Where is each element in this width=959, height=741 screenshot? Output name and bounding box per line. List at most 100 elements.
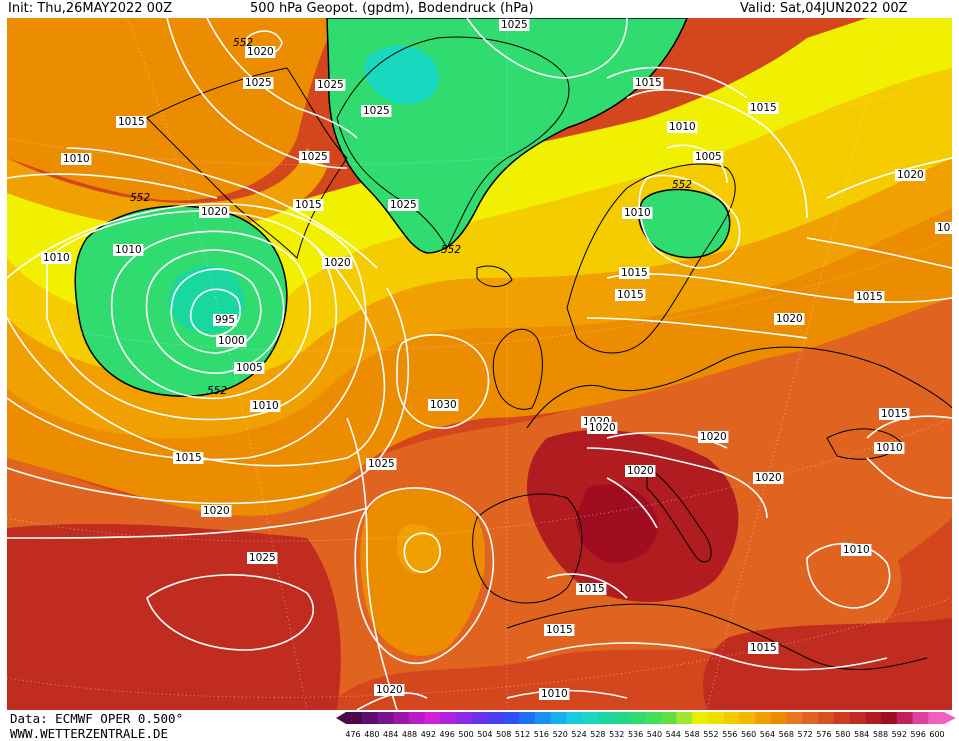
geopot-band-southeast bbox=[703, 618, 952, 710]
scale-tick-label: 568 bbox=[779, 730, 794, 739]
scale-tick-label: 484 bbox=[383, 730, 398, 739]
scale-min-arrow bbox=[336, 712, 346, 724]
isobar-label: 1000 bbox=[216, 335, 247, 347]
isobar-label: 1010 bbox=[539, 688, 570, 700]
scale-swatch bbox=[802, 712, 819, 724]
scale-swatch bbox=[487, 712, 504, 724]
isobar-label: 552 bbox=[207, 385, 227, 397]
scale-swatch bbox=[645, 712, 662, 724]
coast-greenland bbox=[336, 36, 570, 250]
scale-tick-label: 552 bbox=[703, 730, 718, 739]
svg-text:1015: 1015 bbox=[881, 408, 908, 420]
scale-tick-label: 512 bbox=[515, 730, 530, 739]
isobar-label: 552 bbox=[130, 192, 150, 204]
scale-swatch bbox=[361, 712, 378, 724]
svg-text:1000: 1000 bbox=[218, 335, 245, 347]
isobar-label: 101 bbox=[935, 222, 952, 234]
isobar-label: 1015 bbox=[854, 291, 885, 303]
isobar-label: 552 bbox=[672, 179, 692, 191]
scale-tick-label: 588 bbox=[873, 730, 888, 739]
chart-title: 500 hPa Geopot. (gpdm), Bodendruck (hPa) bbox=[250, 1, 534, 16]
isobar-label: 1015 bbox=[748, 642, 779, 654]
svg-text:1010: 1010 bbox=[624, 207, 651, 219]
scale-tick-label: 524 bbox=[571, 730, 586, 739]
init-time: Init: Thu,26MAY2022 00Z bbox=[8, 1, 173, 16]
isobar-label: 1020 bbox=[374, 684, 405, 696]
isobar-label: 1015 bbox=[173, 452, 204, 464]
svg-text:1025: 1025 bbox=[501, 19, 528, 31]
weather-map: 1025 552 1020 1025 1025 1015 1010 552 1020 1015 10… bbox=[7, 18, 952, 710]
scale-swatch bbox=[660, 712, 677, 724]
scale-tick-label: 580 bbox=[835, 730, 850, 739]
scale-tick-label: 556 bbox=[722, 730, 737, 739]
scale-swatch bbox=[881, 712, 898, 724]
svg-text:1015: 1015 bbox=[750, 102, 777, 114]
isobar-label: 1010 bbox=[874, 442, 905, 454]
isobar-label: 1025 bbox=[315, 79, 346, 91]
scale-swatch bbox=[582, 712, 599, 724]
svg-text:1010: 1010 bbox=[541, 688, 568, 700]
isobar-label: 1015 bbox=[293, 199, 324, 211]
scale-tick-label: 548 bbox=[684, 730, 699, 739]
svg-text:1020: 1020 bbox=[755, 472, 782, 484]
scale-swatch bbox=[849, 712, 866, 724]
data-source-label: Data: ECMWF OPER 0.500° bbox=[10, 711, 184, 726]
svg-text:1020: 1020 bbox=[203, 505, 230, 517]
isobar-label: 1020 bbox=[625, 465, 656, 477]
isobar-label: 1025 bbox=[299, 151, 330, 163]
isobar-label: 1025 bbox=[499, 19, 530, 31]
scale-tick-label: 476 bbox=[345, 730, 360, 739]
coast-canada bbox=[146, 67, 348, 259]
svg-text:1025: 1025 bbox=[245, 77, 272, 89]
isobar-label: 1005 bbox=[693, 151, 724, 163]
trough-greenland-core bbox=[364, 45, 440, 104]
scale-tick-label: 488 bbox=[402, 730, 417, 739]
isobar-label: 1020 bbox=[895, 169, 926, 181]
scale-tick-label: 536 bbox=[628, 730, 643, 739]
scale-swatch bbox=[707, 712, 725, 724]
isobar-label: 1015 bbox=[619, 267, 650, 279]
scale-tick-label: 528 bbox=[590, 730, 605, 739]
svg-text:1015: 1015 bbox=[118, 116, 145, 128]
geopot-band-east bbox=[777, 510, 902, 638]
scale-swatch bbox=[676, 712, 693, 724]
isobar-label: 1025 bbox=[243, 77, 274, 89]
scale-swatch bbox=[613, 712, 630, 724]
svg-text:1025: 1025 bbox=[363, 105, 390, 117]
isobar-label: 1005 bbox=[234, 362, 265, 374]
graticule bbox=[7, 18, 952, 710]
scale-swatch bbox=[424, 712, 441, 724]
isobar-label: 1015 bbox=[576, 583, 607, 595]
coast-british-isles bbox=[492, 328, 543, 410]
isobar-label: 995 bbox=[213, 314, 237, 326]
isobar-label: 1015 bbox=[748, 102, 779, 114]
coast-scandinavia bbox=[566, 163, 736, 354]
valid-time: Valid: Sat,04JUN2022 00Z bbox=[740, 1, 908, 16]
svg-text:1020: 1020 bbox=[700, 431, 727, 443]
scale-swatch bbox=[770, 712, 788, 724]
scale-tick-label: 540 bbox=[647, 730, 662, 739]
svg-text:1020: 1020 bbox=[376, 684, 403, 696]
isobar-label: 1025 bbox=[366, 458, 397, 470]
isobar-label: 1020 bbox=[322, 257, 353, 269]
scale-swatch bbox=[566, 712, 583, 724]
coast-europe-mainland bbox=[526, 346, 952, 429]
isobar-label: 1010 bbox=[113, 244, 144, 256]
svg-text:1010: 1010 bbox=[669, 121, 696, 133]
isobar-label: 1010 bbox=[667, 121, 698, 133]
svg-text:1015: 1015 bbox=[856, 291, 883, 303]
scale-tick-label: 520 bbox=[553, 730, 568, 739]
coast-iberia bbox=[472, 493, 583, 604]
svg-text:1015: 1015 bbox=[578, 583, 605, 595]
svg-text:1020: 1020 bbox=[324, 257, 351, 269]
svg-text:1025: 1025 bbox=[301, 151, 328, 163]
scale-swatch bbox=[912, 712, 929, 724]
isobar-label: 1015 bbox=[544, 624, 575, 636]
coast-north-africa bbox=[506, 603, 928, 671]
isobar-label: 1020 bbox=[199, 206, 230, 218]
scale-tick-label: 480 bbox=[364, 730, 379, 739]
scale-swatch bbox=[833, 712, 851, 724]
isobar-label: 552 bbox=[441, 244, 461, 256]
svg-text:1005: 1005 bbox=[236, 362, 263, 374]
isobar-label: 1010 bbox=[841, 544, 872, 556]
